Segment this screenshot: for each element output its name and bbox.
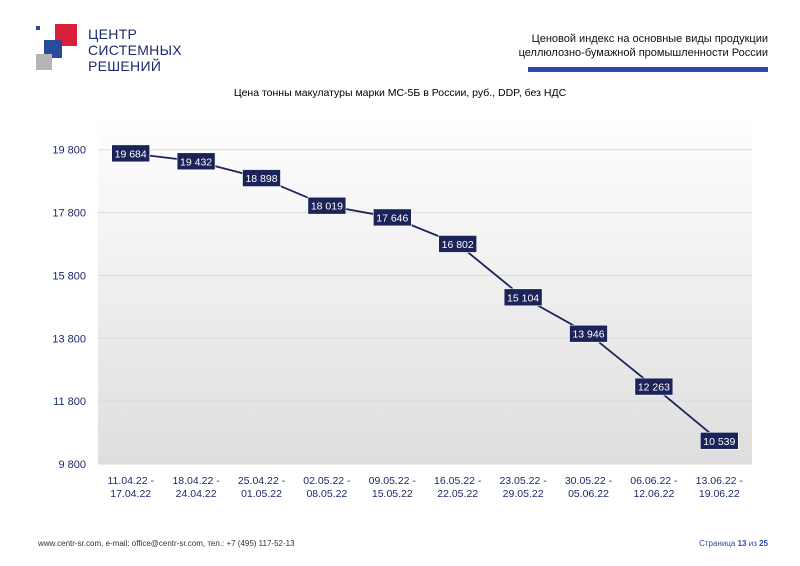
chart-title: Цена тонны макулатуры марки МС-5Б в Росс… <box>233 87 567 99</box>
data-label: 19 432 <box>180 156 212 168</box>
logo-line-2: СИСТЕМНЫХ <box>88 42 182 58</box>
data-label: 12 263 <box>638 382 670 394</box>
logo-square-blue <box>44 40 62 58</box>
y-tick-label: 11 800 <box>53 396 86 408</box>
data-point-box <box>503 288 543 307</box>
data-label: 10 539 <box>703 436 735 448</box>
y-tick-label: 9 800 <box>58 459 86 471</box>
data-point-box <box>111 144 150 163</box>
data-label: 17 646 <box>376 212 408 224</box>
data-label: 19 684 <box>115 148 147 160</box>
page-number: Страница 13 из 25 <box>699 539 768 548</box>
x-tick-label: 18.04.22 -24.04.22 <box>172 475 220 500</box>
data-point-box <box>569 324 608 343</box>
header-accent-bar <box>528 67 768 72</box>
x-tick-label: 06.06.22 -12.06.22 <box>630 475 678 500</box>
page-prefix: Страница <box>699 539 736 548</box>
logo-line-1: ЦЕНТР <box>88 26 138 42</box>
x-tick-label: 30.05.22 -05.06.22 <box>565 475 613 500</box>
page-current: 13 <box>737 539 747 548</box>
x-tick-label: 09.05.22 -15.05.22 <box>369 475 417 500</box>
footer-contacts: www.centr-sr.com, e-mail: office@centr-s… <box>38 539 295 548</box>
data-point-box <box>699 431 739 450</box>
page-sep: из <box>748 539 757 548</box>
data-label: 16 802 <box>442 239 474 251</box>
header-title: Ценовой индекс на основные виды продукци… <box>468 32 768 60</box>
data-point-box <box>634 377 674 396</box>
data-label: 18 019 <box>311 201 343 213</box>
logo-line-3: РЕШЕНИЙ <box>88 58 162 74</box>
y-tick-label: 19 800 <box>52 145 86 157</box>
logo-square-grey <box>36 54 52 70</box>
company-logo: ЦЕНТР СИСТЕМНЫХ РЕШЕНИЙ <box>36 24 186 76</box>
data-label: 13 946 <box>572 329 604 341</box>
data-point-box <box>372 208 412 227</box>
x-tick-label: 16.05.22 -22.05.22 <box>434 475 482 500</box>
header-title-line-1: Ценовой индекс на основные виды продукци… <box>531 33 768 45</box>
x-tick-label: 02.05.22 -08.05.22 <box>303 475 351 500</box>
series-line <box>130 152 720 442</box>
y-tick-label: 13 800 <box>52 333 86 345</box>
data-label: 18 898 <box>245 173 277 185</box>
logo-square-small <box>36 26 40 30</box>
x-tick-label: 25.04.22 -01.05.22 <box>238 475 286 500</box>
x-tick-label: 23.05.22 -29.05.22 <box>499 475 547 500</box>
data-label: 15 104 <box>507 292 539 304</box>
page-total: 25 <box>759 539 768 548</box>
logo-text: ЦЕНТР СИСТЕМНЫХ РЕШЕНИЙ <box>88 26 182 74</box>
x-tick-label: 13.06.22 -19.06.22 <box>696 475 744 500</box>
data-point-box <box>176 152 216 171</box>
plot-area <box>98 112 752 464</box>
x-tick-label: 11.04.22 -17.04.22 <box>107 475 154 500</box>
y-tick-label: 17 800 <box>52 208 86 220</box>
data-point-box <box>438 235 478 253</box>
header-title-line-2: целлюлозно-бумажной промышленности Росси… <box>518 47 768 59</box>
data-point-box <box>307 196 347 215</box>
data-point-box <box>242 169 281 187</box>
y-tick-label: 15 800 <box>52 270 86 282</box>
